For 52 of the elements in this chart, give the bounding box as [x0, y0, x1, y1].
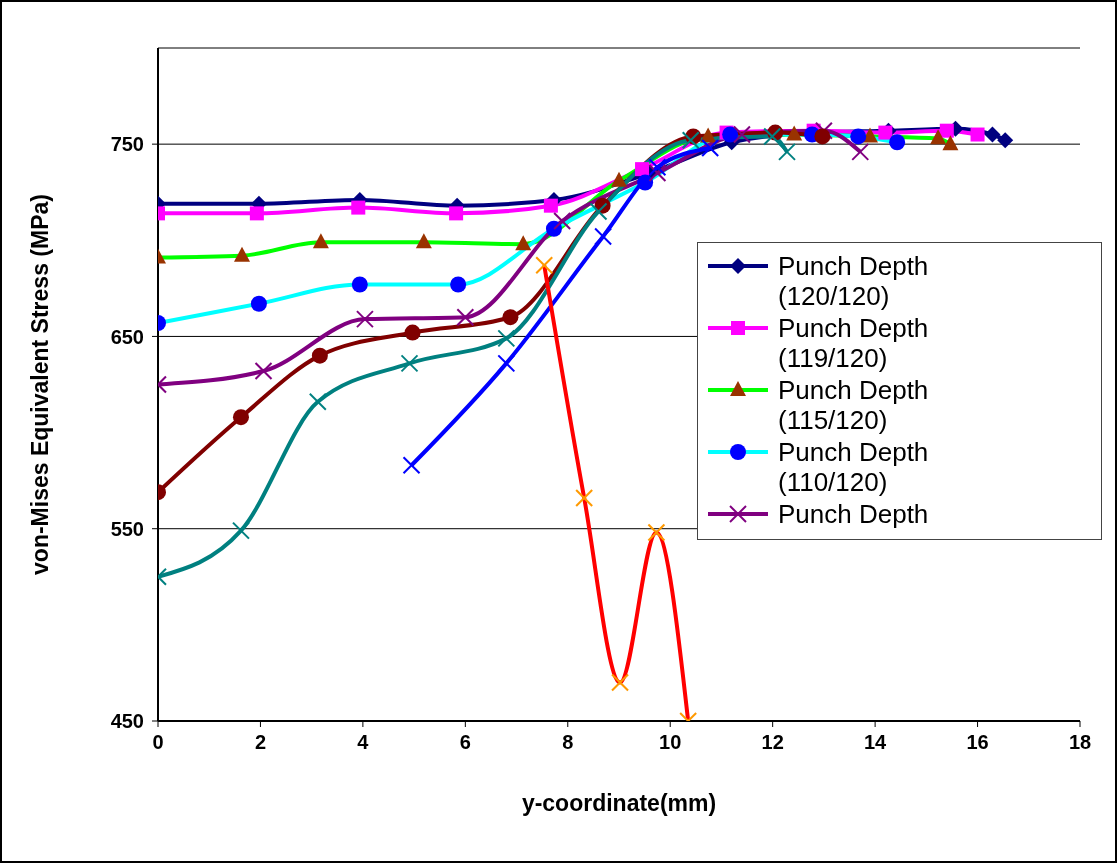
point [312, 233, 329, 249]
x-tick-label: 8 [562, 731, 574, 754]
point [515, 235, 532, 251]
point [250, 295, 267, 312]
point [351, 276, 368, 293]
point [930, 129, 947, 145]
x-tick-label: 4 [357, 731, 370, 754]
y-tick-label: 550 [110, 517, 144, 540]
legend-label: Punch Depth (120/120) [778, 251, 930, 311]
point [786, 125, 803, 141]
y-axis-title: von-Mises Equivalent Stress (MPa) [27, 194, 54, 575]
point [970, 127, 985, 142]
point [850, 128, 867, 145]
point [878, 125, 893, 140]
point [939, 123, 954, 138]
point [404, 324, 421, 341]
point [637, 174, 654, 191]
point [722, 126, 739, 143]
point [232, 409, 249, 426]
legend-label: Punch Depth (110/120) [778, 437, 930, 497]
point [450, 276, 467, 293]
point [942, 135, 959, 151]
point [545, 220, 562, 237]
point [415, 233, 432, 249]
legend-label: Punch Depth (119/120) [778, 313, 930, 373]
x-tick-label: 16 [966, 731, 989, 754]
point [249, 206, 264, 221]
y-tick-label: 650 [110, 325, 144, 348]
x-tick-label: 2 [254, 731, 267, 754]
point [502, 309, 519, 326]
y-tick-label: 750 [110, 133, 144, 156]
point [814, 128, 831, 145]
x-tick-label: 10 [659, 731, 682, 754]
x-tick-label: 6 [459, 731, 471, 754]
x-axis-title: y-coordinate(mm) [521, 790, 717, 816]
point [234, 246, 250, 262]
legend-label: Punch Depth [778, 499, 930, 529]
x-tick-label: 0 [152, 731, 164, 754]
y-tick-label: 450 [110, 710, 144, 733]
point [449, 206, 464, 221]
point [311, 347, 328, 364]
point [635, 162, 650, 177]
x-tick-label: 14 [863, 731, 888, 754]
point [889, 134, 906, 151]
point [611, 171, 627, 187]
point [997, 132, 1014, 149]
point [543, 198, 558, 213]
point [984, 126, 1001, 143]
legend-label: Punch Depth (115/120) [778, 375, 930, 435]
x-tick-label: 12 [761, 731, 784, 754]
x-tick-label: 18 [1068, 731, 1092, 754]
point [351, 200, 366, 215]
